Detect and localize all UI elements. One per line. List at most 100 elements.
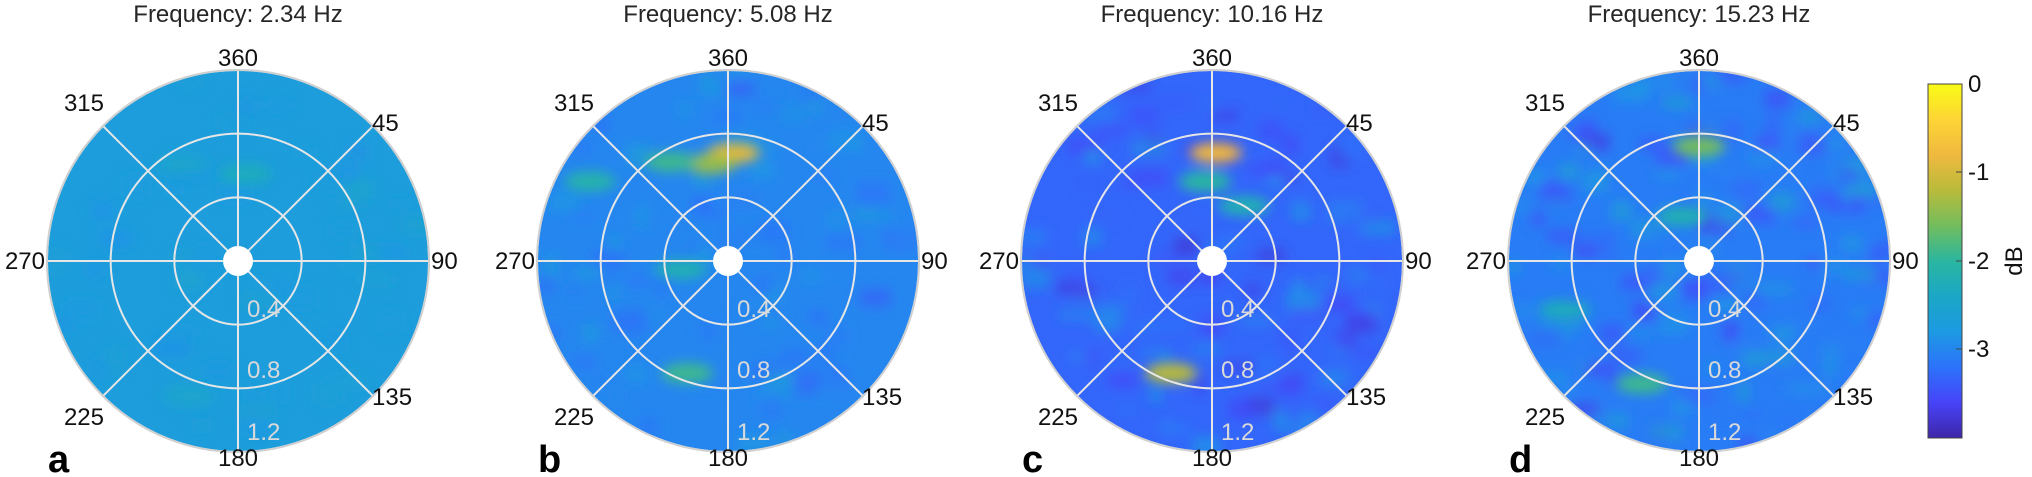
heatmap-texture-cell: [1798, 111, 1821, 123]
heatmap-texture-cell: [1236, 355, 1249, 369]
heatmap-texture-cell: [354, 246, 380, 261]
heatmap-texture-cell: [239, 404, 275, 418]
panel-letter: c: [1022, 439, 1043, 477]
heatmap-texture-cell: [378, 311, 403, 333]
angle-tick-225: 225: [1525, 404, 1565, 431]
radial-tick-1.2: 1.2: [1708, 419, 1741, 446]
panel-d: Frequency: 15.23 Hz 360 45 90 135 180 22…: [1466, 1, 1919, 477]
heatmap-texture-cell: [1748, 150, 1776, 165]
heatmap-texture-cell: [1785, 119, 1799, 136]
heatmap-texture-cell: [1796, 384, 1827, 395]
polar-grid: [536, 69, 920, 453]
heatmap-texture-cell: [1739, 269, 1753, 286]
hotspot-layer: [1145, 142, 1270, 384]
radial-tick-0.8: 0.8: [247, 357, 280, 384]
heatmap-texture-cell: [275, 382, 287, 404]
hotspot: [1145, 363, 1198, 384]
heatmap-texture-cell: [1283, 174, 1297, 183]
heatmap-texture-cell: [593, 333, 624, 350]
heatmap-texture-cell: [1282, 134, 1299, 156]
heatmap-texture: [1021, 82, 1396, 452]
heatmap-texture-cell: [1130, 106, 1159, 126]
heatmap-texture-cell: [1752, 211, 1776, 223]
heatmap-texture-cell: [1578, 231, 1601, 243]
heatmap-texture-cell: [166, 328, 197, 339]
heatmap-texture-cell: [1173, 236, 1199, 256]
heatmap-texture-cell: [1813, 178, 1847, 191]
heatmap-texture-cell: [1117, 404, 1137, 415]
heatmap-texture-cell: [758, 315, 780, 327]
heatmap-texture-cell: [1844, 184, 1878, 198]
heatmap-texture-cell: [827, 211, 846, 228]
heatmap-texture-cell: [1531, 211, 1545, 227]
colorbar-tick-0: 0: [1968, 71, 1981, 98]
heatmap-texture-cell: [1085, 148, 1101, 165]
center-hole: [1684, 246, 1714, 276]
heatmap-texture-cell: [1210, 110, 1239, 121]
angle-tick-315: 315: [64, 90, 104, 117]
angle-tick-90: 90: [1892, 248, 1919, 275]
heatmap-texture-cell: [1157, 97, 1192, 109]
heatmap-texture-cell: [1742, 352, 1763, 367]
heatmap-texture-cell: [699, 320, 718, 341]
panel-title: Frequency: 10.16 Hz: [1101, 1, 1324, 28]
heatmap-texture-cell: [744, 304, 765, 314]
heatmap-texture-cell: [1531, 326, 1562, 346]
angular-grid-spoke: [1211, 125, 1348, 262]
heatmap-texture-cell: [1867, 311, 1887, 328]
heatmap-texture-cell: [1558, 163, 1579, 179]
heatmap-texture-cell: [378, 246, 407, 257]
heatmap-texture-cell: [1056, 281, 1076, 294]
heatmap-texture-cell: [829, 130, 853, 151]
heatmap-texture-cell: [1740, 289, 1766, 310]
heatmap-texture-cell: [726, 79, 754, 97]
heatmap-texture-cell: [1633, 301, 1657, 321]
heatmap-texture-cell: [697, 245, 715, 264]
heatmap-texture-cell: [1799, 133, 1826, 155]
polar-border: [536, 69, 920, 453]
heatmap-texture-cell: [1156, 351, 1173, 365]
angle-tick-270: 270: [979, 248, 1019, 275]
heatmap-texture-cell: [1167, 268, 1195, 286]
heatmap-texture-cell: [1738, 381, 1749, 402]
hotspot-layer: [1538, 136, 1725, 394]
polar-border: [1020, 69, 1404, 453]
heatmap-texture-cell: [678, 100, 691, 118]
angle-tick-360: 360: [708, 45, 748, 72]
heatmap-texture-cell: [586, 391, 622, 405]
heatmap-texture-cell: [1653, 437, 1684, 450]
heatmap-texture-cell: [1204, 100, 1216, 112]
heatmap-texture-cell: [1273, 410, 1286, 431]
heatmap-texture-cell: [693, 170, 711, 186]
heatmap-texture-cell: [1824, 360, 1836, 377]
heatmap-texture-cell: [1723, 320, 1738, 342]
heatmap-texture-cell: [1341, 136, 1366, 159]
angle-tick-90: 90: [431, 248, 458, 275]
colorbar-ticks: 0 -1 -2 -3: [1956, 71, 1989, 363]
angle-tick-270: 270: [495, 248, 535, 275]
angle-tick-225: 225: [64, 404, 104, 431]
angle-tick-360: 360: [218, 45, 258, 72]
heatmap-texture-cell: [575, 267, 603, 279]
heatmap-texture-cell: [315, 383, 343, 404]
axis-labels: 360 45 90 135 180 225 270 315 0.4 0.8 1.…: [1466, 45, 1919, 472]
heatmap-texture-cell: [826, 236, 860, 249]
colorbar-label: dB: [2001, 246, 2028, 275]
heatmap-texture-cell: [592, 372, 604, 385]
heatmap-texture-cell: [826, 327, 847, 347]
heatmap-texture-cell: [1316, 277, 1328, 287]
radial-tick-1.2: 1.2: [1221, 419, 1254, 446]
radial-tick-0.4: 0.4: [247, 296, 280, 323]
axis-labels: 360 45 90 135 180 225 270 315 0.4 0.8 1.…: [979, 45, 1432, 472]
heatmap-texture-cell: [1621, 274, 1649, 291]
heatmap-texture-cell: [1731, 181, 1762, 200]
heatmap-texture-cell: [1543, 318, 1557, 330]
heatmap-texture-cell: [1651, 283, 1674, 292]
heatmap-texture-cell: [360, 274, 393, 285]
heatmap-texture-cell: [1810, 188, 1837, 209]
axis-labels: 360 45 90 135 180 225 270 315 0.4 0.8 1.…: [495, 45, 948, 472]
angle-tick-315: 315: [554, 90, 594, 117]
heatmap-texture-cell: [1320, 369, 1349, 387]
heatmap-texture-cell: [1121, 82, 1151, 92]
